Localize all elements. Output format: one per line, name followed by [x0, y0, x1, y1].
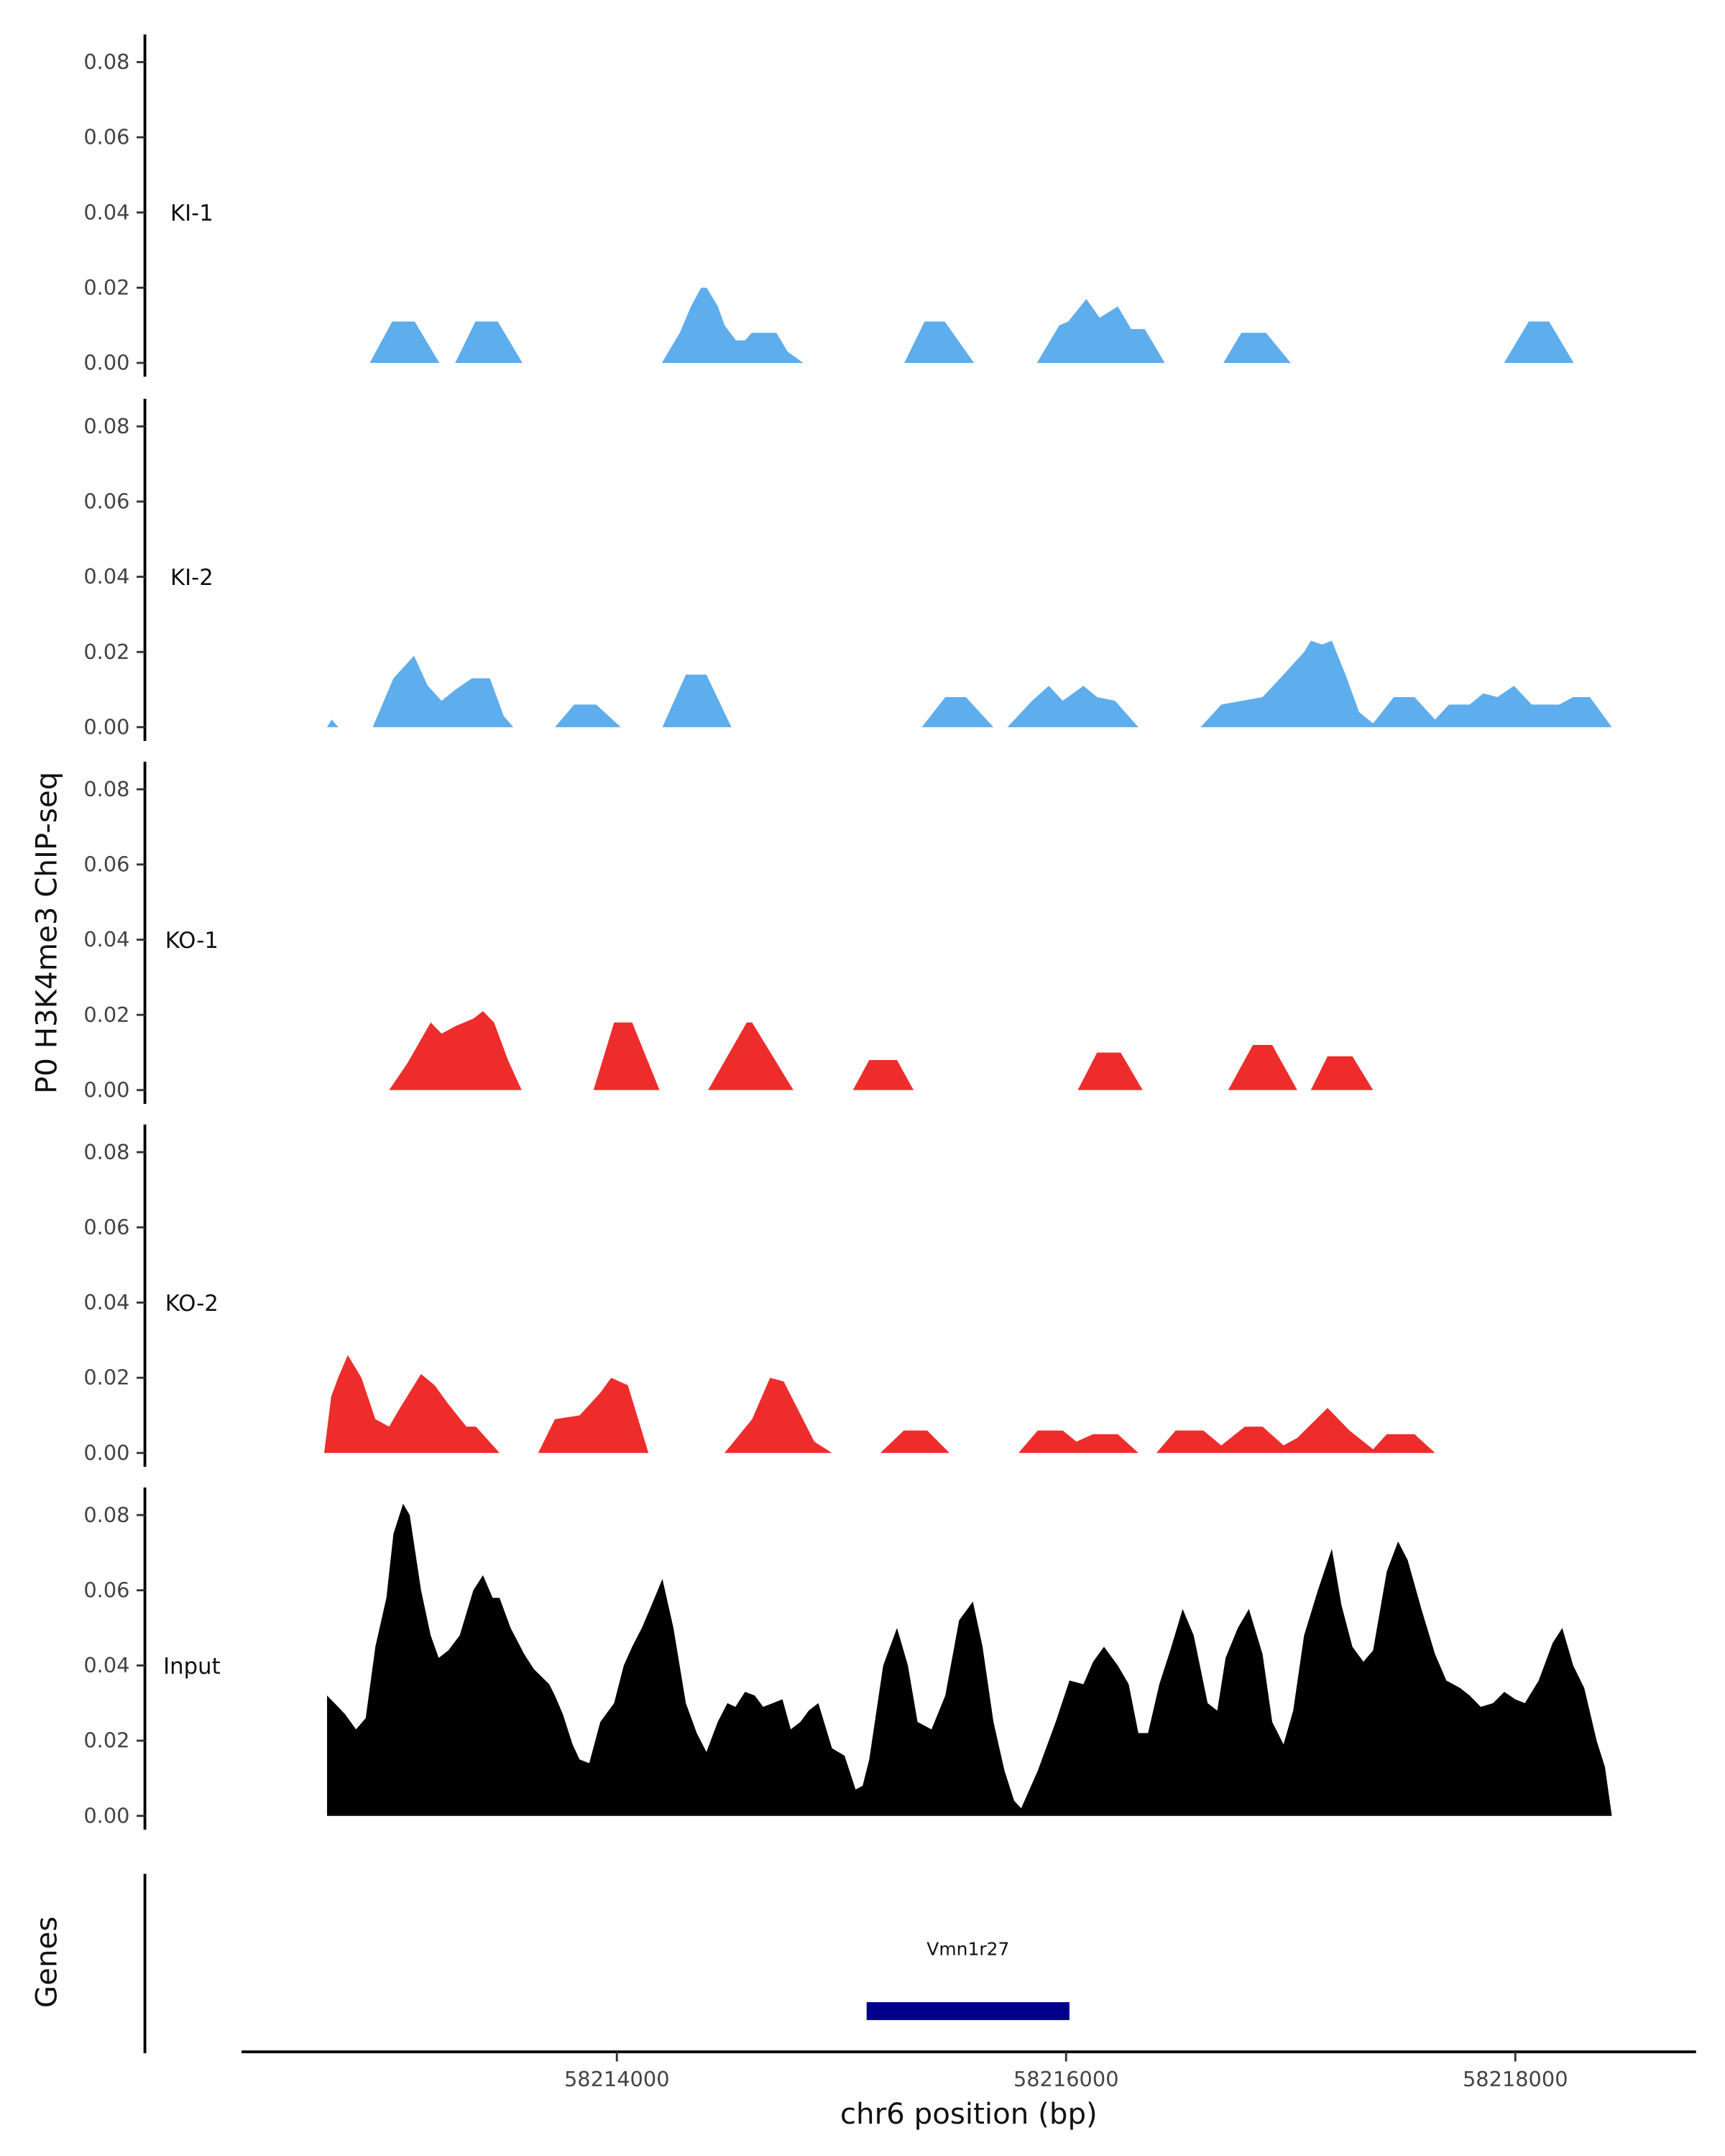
y-tick-label: 0.08: [83, 777, 129, 801]
track-label: Input: [163, 1654, 221, 1680]
x-axis-label: chr6 position (bp): [840, 2097, 1098, 2131]
y-tick-label: 0.02: [83, 1728, 129, 1753]
y-tick-label: 0.06: [83, 1577, 129, 1602]
track-input: 0.00 0.02 0.04 0.06 0.08 Input: [83, 1487, 1612, 1830]
y-tick-label: 0.04: [83, 927, 129, 952]
y-tick-label: 0.00: [83, 351, 129, 375]
genes-panel: Genes Vmn1r27: [30, 1874, 1070, 2053]
y-tick-label: 0.04: [83, 1290, 129, 1314]
genes-axis-label: Genes: [30, 1917, 64, 2008]
y-tick-label: 0.00: [83, 1803, 129, 1828]
track-label: KI-2: [170, 565, 213, 591]
track-ki-1: 0.00 0.02 0.04 0.06 0.08 KI-1: [83, 34, 1574, 377]
y-tick-label: 0.02: [83, 1003, 129, 1027]
coverage-area-ki-2: [327, 640, 1612, 727]
x-tick-label: 58216000: [1013, 2067, 1119, 2091]
track-ki-2: 0.00 0.02 0.04 0.06 0.08 KI-2: [83, 398, 1612, 742]
coverage-area-ko-2: [324, 1355, 1435, 1453]
y-tick-label: 0.04: [83, 200, 129, 224]
gene-bar: [866, 2001, 1070, 2020]
y-tick-label: 0.02: [83, 640, 129, 664]
y-tick-label: 0.02: [83, 1365, 129, 1390]
y-tick-label: 0.06: [83, 489, 129, 514]
coverage-area-input: [327, 1503, 1612, 1816]
y-tick-label: 0.00: [83, 714, 129, 739]
y-tick-label: 0.06: [83, 125, 129, 149]
y-tick-label: 0.04: [83, 1653, 129, 1677]
y-tick-label: 0.04: [83, 564, 129, 589]
y-tick-label: 0.08: [83, 414, 129, 438]
coverage-area-ki-1: [369, 287, 1574, 363]
track-label: KI-1: [170, 201, 213, 226]
y-axis-label: P0 H3K4me3 ChIP-seq: [30, 772, 64, 1094]
track-ko-2: 0.00 0.02 0.04 0.06 0.08 KO-2: [83, 1124, 1435, 1467]
coverage-area-ko-1: [389, 1010, 1374, 1090]
x-tick-label: 58214000: [564, 2067, 670, 2091]
y-tick-label: 0.00: [83, 1440, 129, 1465]
y-tick-label: 0.02: [83, 275, 129, 300]
x-tick-label: 58218000: [1463, 2067, 1568, 2091]
y-tick-label: 0.08: [83, 1140, 129, 1164]
gene-label: Vmn1r27: [926, 1939, 1009, 1960]
y-tick-label: 0.08: [83, 1503, 129, 1527]
track-label: KO-2: [165, 1291, 218, 1317]
y-tick-label: 0.06: [83, 852, 129, 876]
track-label: KO-1: [165, 928, 218, 954]
y-tick-label: 0.08: [83, 50, 129, 74]
x-axis: 58214000 58216000 58218000 chr6 position (…: [242, 2050, 1696, 2131]
track-ko-1: 0.00 0.02 0.04 0.06 0.08 KO-1: [83, 761, 1374, 1104]
y-tick-label: 0.00: [83, 1077, 129, 1102]
y-tick-label: 0.06: [83, 1215, 129, 1239]
